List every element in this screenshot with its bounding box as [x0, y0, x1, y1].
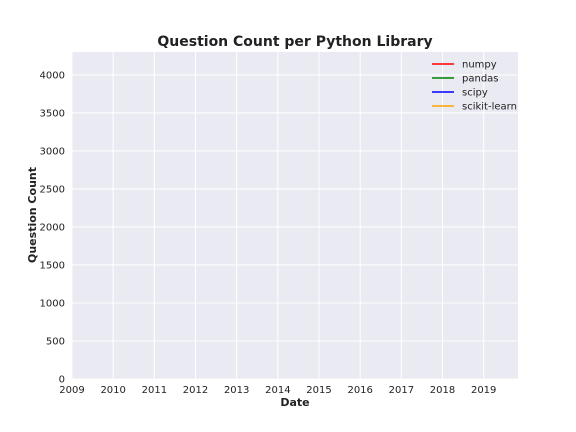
y-tick-label: 500	[46, 336, 65, 347]
legend-label-pandas: pandas	[462, 74, 499, 85]
y-tick-label: 0	[59, 375, 65, 386]
x-tick-label: 2017	[389, 385, 414, 396]
x-tick-label: 2015	[306, 385, 331, 396]
x-tick-label: 2011	[142, 385, 167, 396]
legend-label-scikit-learn: scikit-learn	[462, 102, 517, 113]
y-tick-label: 2000	[40, 222, 65, 233]
legend-label-numpy: numpy	[462, 60, 497, 71]
x-tick-label: 2018	[430, 385, 455, 396]
x-tick-label: 2009	[59, 385, 84, 396]
y-tick-label: 3000	[40, 146, 65, 157]
plot-area	[72, 52, 518, 379]
y-tick-label: 4000	[40, 70, 65, 81]
x-tick-label: 2012	[183, 385, 208, 396]
y-tick-label: 2500	[40, 184, 65, 195]
y-axis-ticks: 0 500 1000 1500 2000 2500 3000 3500 4000	[40, 70, 65, 385]
x-tick-label: 2010	[100, 385, 125, 396]
x-tick-label: 2014	[265, 385, 290, 396]
chart-title: Question Count per Python Library	[157, 34, 432, 50]
x-tick-label: 2016	[347, 385, 372, 396]
x-tick-label: 2013	[224, 385, 249, 396]
y-tick-label: 3500	[40, 108, 65, 119]
y-tick-label: 1000	[40, 298, 65, 309]
x-axis-ticks: 2009 2010 2011 2012 2013 2014 2015 2016 2017 2018…	[59, 385, 496, 396]
legend: numpy pandas scipy scikit-learn	[432, 60, 517, 113]
y-tick-label: 1500	[40, 260, 65, 271]
y-axis-label: Question Count	[26, 167, 39, 263]
legend-label-scipy: scipy	[462, 88, 488, 99]
grid-lines	[71, 52, 518, 380]
x-tick-label: 2019	[471, 385, 496, 396]
x-axis-label: Date	[280, 396, 309, 409]
